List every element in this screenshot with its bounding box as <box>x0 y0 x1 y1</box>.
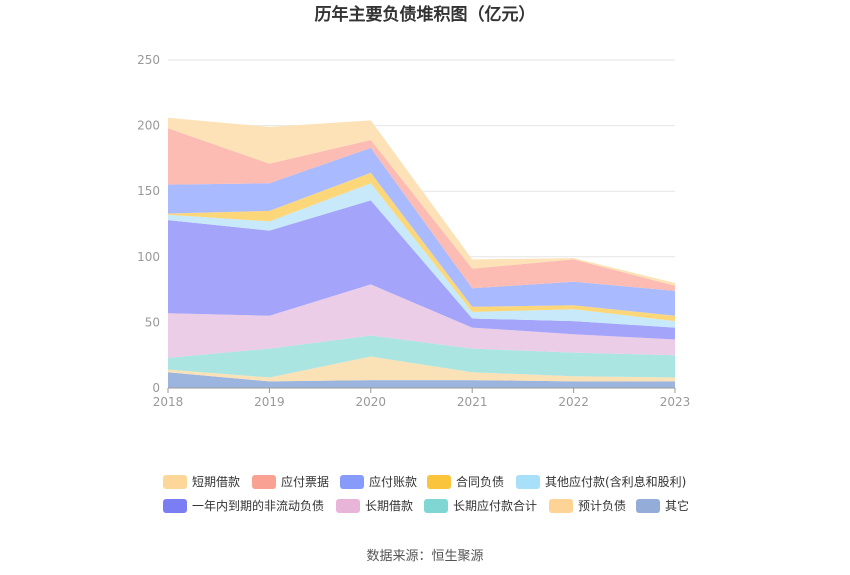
legend-swatch <box>427 475 451 489</box>
legend-item[interactable]: 一年内到期的非流动负债 <box>163 498 324 513</box>
y-tick-label: 150 <box>137 184 160 198</box>
legend-label: 其他应付款(含利息和股利) <box>545 474 686 489</box>
area-series-5 <box>168 183 675 328</box>
legend-label: 应付账款 <box>369 474 417 489</box>
legend-label: 合同负债 <box>456 474 504 489</box>
area-series-1 <box>168 356 675 382</box>
legend: 短期借款 应付票据 应付账款 合同负债 其他应付款(含利息和股利) 一年内到期的非流动负债… <box>163 474 689 513</box>
area-series-3 <box>168 284 675 358</box>
legend-swatch <box>424 499 448 513</box>
legend-label: 其它 <box>665 498 689 513</box>
area-series-4 <box>168 200 675 340</box>
legend-item[interactable]: 合同负债 <box>427 474 504 489</box>
x-tick-label: 2022 <box>558 395 589 409</box>
area-series-group <box>168 117 675 388</box>
legend-label: 一年内到期的非流动负债 <box>192 498 324 513</box>
legend-swatch <box>163 499 187 513</box>
legend-item[interactable]: 长期借款 <box>336 499 413 513</box>
legend-item[interactable]: 其他应付款(含利息和股利) <box>516 474 686 489</box>
chart-title: 历年主要负债堆积图（亿元） <box>315 4 536 25</box>
x-tick-label: 2018 <box>153 395 184 409</box>
x-tick-label: 2019 <box>254 395 285 409</box>
legend-swatch <box>636 499 660 513</box>
legend-item[interactable]: 短期借款 <box>163 475 240 489</box>
area-series-2 <box>168 335 675 378</box>
legend-item[interactable]: 应付票据 <box>252 474 329 489</box>
legend-label: 长期应付款合计 <box>453 498 537 513</box>
y-tick-label: 250 <box>137 53 160 67</box>
legend-item[interactable]: 应付账款 <box>340 474 417 489</box>
area-series-7 <box>168 147 675 316</box>
legend-label: 短期借款 <box>192 475 240 489</box>
legend-item[interactable]: 其它 <box>636 498 689 513</box>
legend-label: 预计负债 <box>578 499 626 513</box>
source-label: 数据来源：恒生聚源 <box>366 549 483 564</box>
y-tick-label: 50 <box>145 315 160 329</box>
axes: 0 50 100 150 200 250 2018 2019 2020 2021 2022 2023 <box>137 53 690 409</box>
legend-swatch <box>252 475 276 489</box>
y-tick-label: 100 <box>137 250 160 264</box>
legend-swatch <box>516 475 540 489</box>
y-tick-label: 200 <box>137 119 160 133</box>
y-tick-label: 0 <box>152 381 160 395</box>
area-series-9 <box>168 117 675 286</box>
legend-item[interactable]: 长期应付款合计 <box>424 498 537 513</box>
legend-swatch <box>336 499 360 513</box>
x-tick-label: 2020 <box>356 395 387 409</box>
legend-label: 长期借款 <box>365 499 413 513</box>
legend-item[interactable]: 预计负债 <box>549 499 626 513</box>
area-series-8 <box>168 128 675 291</box>
x-tick-label: 2023 <box>660 395 691 409</box>
legend-label: 应付票据 <box>281 474 329 489</box>
area-series-6 <box>168 172 675 322</box>
legend-swatch <box>340 475 364 489</box>
legend-swatch <box>163 475 187 489</box>
x-tick-label: 2021 <box>457 395 488 409</box>
legend-swatch <box>549 499 573 513</box>
area-series-0 <box>168 372 675 388</box>
